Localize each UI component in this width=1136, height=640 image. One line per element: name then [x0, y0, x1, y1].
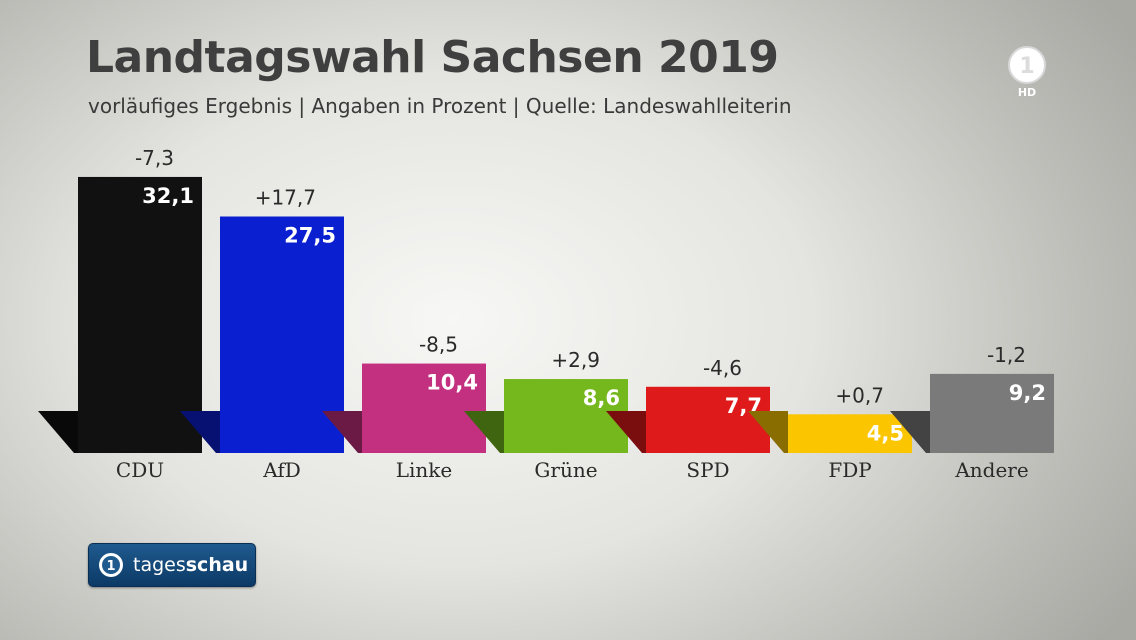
ard-one-icon: 1 HD — [1008, 46, 1046, 98]
bar — [930, 373, 1054, 453]
bar-shadow — [606, 411, 646, 453]
change-label: -8,5 — [419, 333, 458, 357]
brand-name: tagesschau — [133, 554, 248, 576]
bar-chart: 32,1 -7,3 CDU 27,5 +17,7 AfD 10,4 -8,5 Linke 8,6 +… — [38, 146, 1054, 482]
change-label: +2,9 — [551, 348, 600, 372]
bar-shadow — [322, 411, 362, 453]
bar-shadow — [464, 411, 504, 453]
bar — [646, 386, 770, 453]
category-label: SPD — [686, 458, 729, 482]
bar — [788, 414, 912, 453]
category-label: Andere — [954, 458, 1028, 482]
bar — [504, 379, 628, 453]
svg-text:1: 1 — [106, 559, 115, 574]
bar-shadow — [890, 411, 930, 453]
category-label: FDP — [828, 458, 871, 482]
change-label: +17,7 — [255, 186, 316, 210]
category-label: Linke — [396, 458, 453, 482]
bar — [78, 176, 202, 453]
change-label: -7,3 — [135, 146, 174, 170]
change-label: +0,7 — [835, 383, 884, 407]
data-label: 32,1 — [142, 184, 194, 208]
brand-suffix: schau — [185, 554, 249, 576]
bar-shadow — [180, 411, 220, 453]
data-label: 10,4 — [426, 371, 478, 395]
chart-subtitle: vorläufiges Ergebnis | Angaben in Prozen… — [88, 94, 792, 118]
brand-prefix: tages — [133, 554, 186, 576]
chart-title: Landtagswahl Sachsen 2019 — [86, 32, 779, 83]
ard-one-glyph: 1 — [1019, 54, 1034, 79]
category-label: CDU — [116, 458, 164, 482]
tagesschau-logo: 1 tagesschau — [88, 543, 256, 587]
data-label: 9,2 — [1009, 381, 1046, 405]
ard-one-icon: 1 — [99, 553, 123, 577]
bar — [220, 216, 344, 453]
data-label: 8,6 — [583, 386, 620, 410]
bar-shadow — [38, 411, 78, 453]
change-label: -4,6 — [703, 356, 742, 380]
hd-label: HD — [1018, 86, 1036, 98]
bar-shadow — [748, 411, 788, 453]
data-label: 27,5 — [284, 224, 336, 248]
category-label: AfD — [262, 458, 301, 482]
category-label: Grüne — [534, 458, 597, 482]
data-label: 4,5 — [867, 421, 904, 445]
bar — [362, 363, 486, 453]
change-label: -1,2 — [987, 343, 1026, 367]
